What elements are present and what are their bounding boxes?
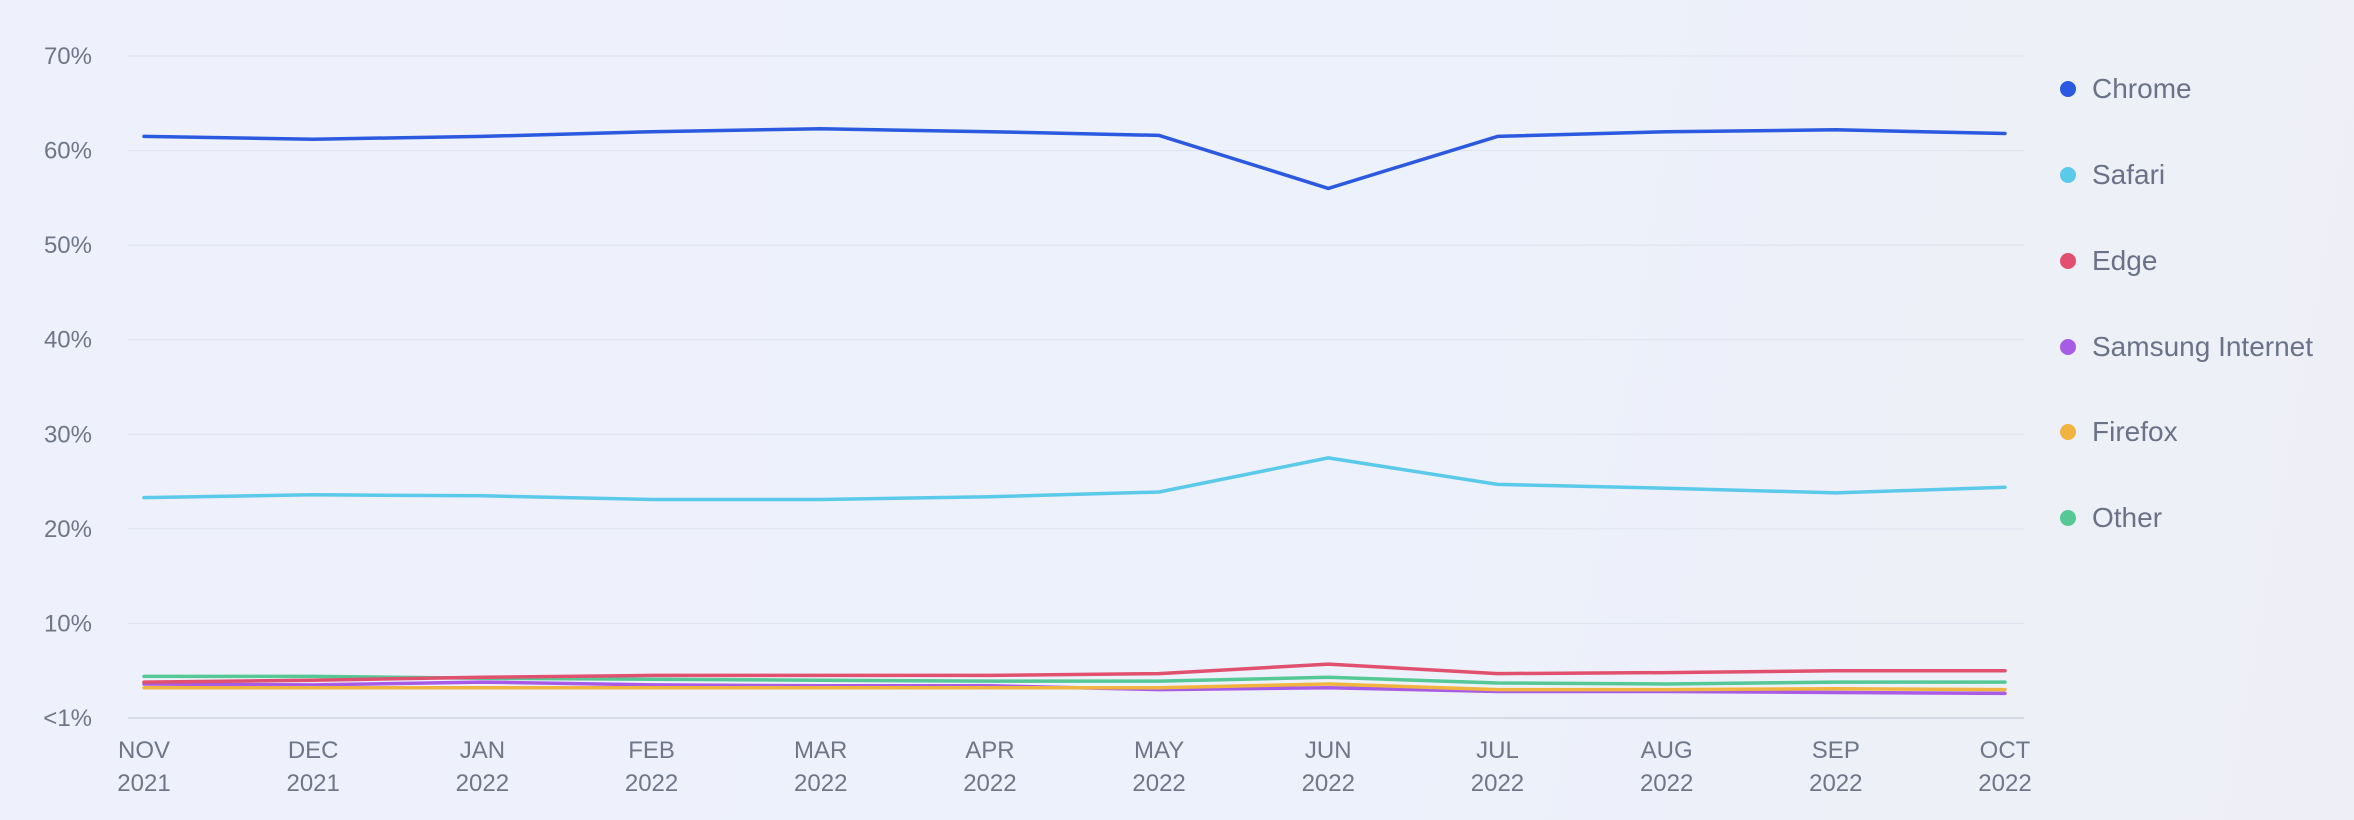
- legend-label-safari: Safari: [2092, 159, 2166, 190]
- legend-item-safari[interactable]: Safari: [2060, 155, 2165, 195]
- x-tick-label-month: OCT: [1980, 737, 2031, 764]
- x-tick-label-month: JUL: [1476, 737, 1519, 764]
- y-tick-label: 70%: [44, 43, 92, 70]
- legend-label-firefox: Firefox: [2092, 416, 2178, 447]
- x-tick-label-month: MAY: [1134, 737, 1184, 764]
- legend-dot-other: [2060, 510, 2076, 526]
- legend-dot-firefox: [2060, 424, 2076, 440]
- x-tick-label-month: JAN: [460, 737, 505, 764]
- x-tick-label-year: 2022: [1640, 770, 1693, 797]
- series-line-safari[interactable]: [142, 456, 2007, 502]
- legend-label-samsung-internet: Samsung Internet: [2092, 331, 2314, 362]
- x-tick-label-year: 2022: [794, 770, 847, 797]
- x-tick-label-month: DEC: [288, 737, 339, 764]
- legend-dot-safari: [2060, 167, 2076, 183]
- series-line-edge[interactable]: [142, 662, 2007, 684]
- y-tick-label: 40%: [44, 327, 92, 354]
- legend-item-edge[interactable]: Edge: [2060, 241, 2157, 281]
- x-tick-label-month: SEP: [1812, 737, 1860, 764]
- x-axis-ticks: NOV 2021 DEC 2021 JAN 2022 FEB 2022 MAR 2022 APR 20…: [117, 737, 2031, 797]
- series-line-firefox[interactable]: [142, 682, 2007, 692]
- y-axis-ticks: <1% 10% 20% 30% 40% 50% 60% 70%: [43, 43, 92, 732]
- x-tick-label-year: 2022: [456, 770, 509, 797]
- y-tick-label: 50%: [44, 232, 92, 259]
- x-tick-label-year: 2022: [1132, 770, 1185, 797]
- legend-dot-chrome: [2060, 81, 2076, 97]
- y-tick-label: 20%: [44, 516, 92, 543]
- x-tick-label-month: JUN: [1305, 737, 1352, 764]
- x-tick-label-year: 2022: [1809, 770, 1862, 797]
- x-tick-label-year: 2022: [625, 770, 678, 797]
- x-tick-label-year: 2021: [117, 770, 170, 797]
- series-line-chrome[interactable]: [142, 127, 2007, 191]
- y-tick-label: <1%: [43, 705, 92, 732]
- legend-label-edge: Edge: [2092, 245, 2158, 276]
- y-tick-label: 10%: [44, 610, 92, 637]
- legend-item-samsung-internet[interactable]: Samsung Internet: [2060, 327, 2313, 367]
- legend-item-other[interactable]: Other: [2060, 498, 2162, 538]
- legend-dot-edge: [2060, 253, 2076, 269]
- legend-item-chrome[interactable]: Chrome: [2060, 69, 2192, 109]
- y-tick-label: 60%: [44, 138, 92, 165]
- x-tick-label-year: 2022: [1302, 770, 1355, 797]
- legend-item-firefox[interactable]: Firefox: [2060, 412, 2178, 452]
- y-tick-label: 30%: [44, 421, 92, 448]
- legend-label-other: Other: [2092, 502, 2163, 533]
- x-tick-label-month: FEB: [628, 737, 675, 764]
- x-tick-label-year: 2021: [286, 770, 339, 797]
- x-tick-label-year: 2022: [1978, 770, 2031, 797]
- x-tick-label-year: 2022: [1471, 770, 1524, 797]
- gridlines: [128, 55, 2024, 719]
- legend-label-chrome: Chrome: [2092, 73, 2192, 104]
- x-tick-label-month: MAR: [794, 737, 847, 764]
- legend-dot-samsung-internet: [2060, 339, 2076, 355]
- x-tick-label-month: NOV: [118, 737, 170, 764]
- x-tick-label-year: 2022: [963, 770, 1016, 797]
- x-tick-label-month: APR: [965, 737, 1014, 764]
- x-tick-label-month: AUG: [1641, 737, 1693, 764]
- series-lines: [142, 127, 2007, 696]
